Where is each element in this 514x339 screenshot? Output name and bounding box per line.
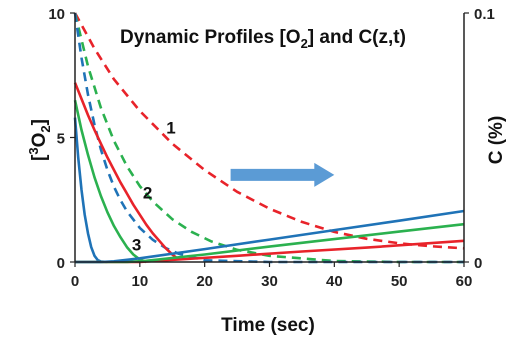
y-left-tick-label: 5 — [57, 131, 65, 148]
series-line-4-solid — [73, 82, 180, 261]
curve-label-3: 3 — [132, 236, 141, 255]
x-tick-label: 20 — [196, 273, 213, 290]
y-left-tick-label: 10 — [48, 6, 65, 23]
y-left-tick-label: 0 — [57, 255, 65, 272]
chart-title: Dynamic Profiles [O2] and C(z,t) — [120, 27, 406, 51]
series-line-2-dashed — [73, 12, 464, 264]
series-group — [73, 12, 465, 264]
y-axis-left-title: [3O2] — [26, 119, 53, 161]
series-line-5-solid — [73, 99, 147, 264]
curve-labels-group: 1 2 3 — [132, 119, 335, 255]
x-tick-label: 60 — [456, 273, 473, 290]
y-right-tick-label: 0 — [474, 255, 482, 272]
curve-label-2: 2 — [143, 183, 152, 202]
y-axis-right-title: C (%) — [486, 116, 507, 165]
time-arrow — [230, 162, 335, 187]
x-tick-label: 0 — [71, 273, 79, 290]
x-tick-label: 50 — [391, 273, 408, 290]
x-axis-title: Time (sec) — [221, 315, 315, 336]
x-tick-label: 30 — [261, 273, 278, 290]
series-line-1-dashed — [73, 12, 465, 250]
curve-label-1: 1 — [166, 119, 175, 138]
axes-group — [74, 13, 465, 263]
x-tick-label: 10 — [131, 273, 148, 290]
series-line-6-solid — [73, 117, 108, 264]
series-line-3-dashed — [73, 12, 464, 264]
y-right-tick-label: 0.1 — [474, 6, 495, 23]
x-tick-label: 40 — [326, 273, 343, 290]
